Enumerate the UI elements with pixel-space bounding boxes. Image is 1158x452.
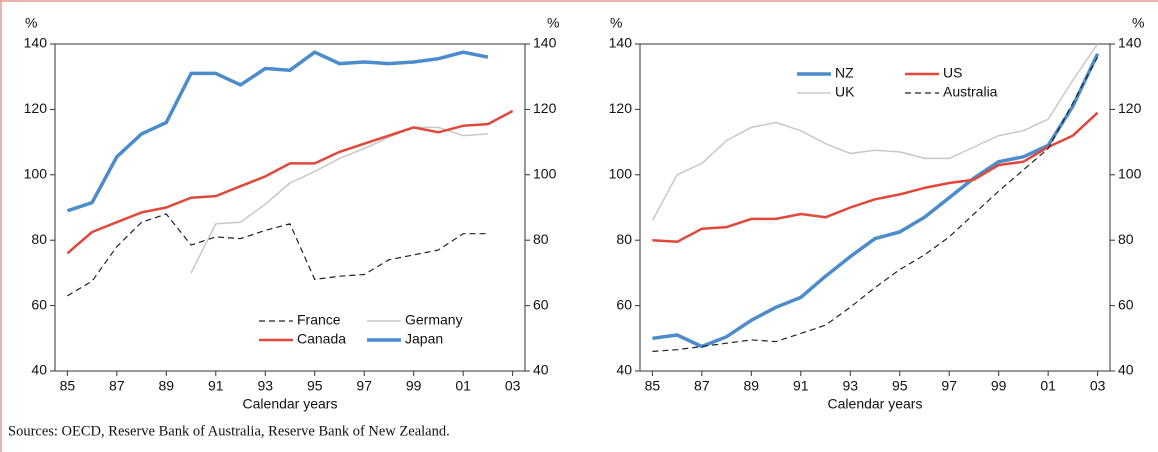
x-tick-label: 93	[257, 378, 273, 394]
x-tick-label: 85	[60, 378, 76, 394]
y-tick-label: 40	[31, 362, 47, 378]
x-axis-title: Calendar years	[828, 396, 923, 412]
x-tick-label: 85	[645, 378, 661, 394]
x-tick-label: 93	[842, 378, 858, 394]
y2-tick-label: 140	[1118, 35, 1142, 51]
plot-frame	[54, 43, 526, 372]
x-tick-label: 97	[356, 378, 372, 394]
y2-tick-label: 40	[533, 362, 549, 378]
x-tick-label: 01	[1040, 378, 1056, 394]
y-axis-unit: %	[610, 15, 622, 31]
y-tick-label: 40	[616, 362, 632, 378]
y2-tick-label: 80	[1118, 231, 1134, 247]
y-tick-label: 120	[24, 100, 48, 116]
y2-tick-label: 120	[1118, 100, 1142, 116]
series-line	[66, 50, 489, 213]
legend-label: Germany	[405, 312, 463, 328]
x-tick-label: 03	[1090, 378, 1106, 394]
y2-tick-label: 60	[533, 296, 549, 312]
x-tick-label: 99	[991, 378, 1007, 394]
x-axis-title: Calendar years	[243, 396, 338, 412]
x-tick-label: 03	[505, 378, 521, 394]
y2-tick-label: 100	[1118, 166, 1142, 182]
series-line	[190, 126, 488, 274]
series-line	[66, 109, 514, 255]
plot-frame	[639, 43, 1111, 372]
series-line	[652, 111, 1099, 244]
y-tick-label: 140	[24, 35, 48, 51]
legend-label: France	[297, 312, 341, 328]
legend-label: US	[943, 65, 962, 81]
x-tick-label: 87	[109, 378, 125, 394]
series-line	[652, 56, 1099, 352]
y-tick-label: 60	[616, 296, 632, 312]
x-tick-label: 95	[892, 378, 908, 394]
y-tick-label: 80	[616, 231, 632, 247]
y2-axis-unit: %	[1132, 15, 1144, 31]
y-tick-label: 100	[609, 166, 633, 182]
x-tick-label: 89	[744, 378, 760, 394]
x-tick-label: 01	[455, 378, 471, 394]
y2-tick-label: 40	[1118, 362, 1134, 378]
y-axis-unit: %	[25, 15, 37, 31]
legend-label: Australia	[943, 84, 998, 100]
x-tick-label: 89	[159, 378, 175, 394]
series-line	[651, 43, 1099, 221]
y-tick-label: 120	[609, 100, 633, 116]
x-tick-label: 97	[941, 378, 957, 394]
y-tick-label: 80	[31, 231, 47, 247]
legend-label: Japan	[405, 331, 443, 347]
legend-label: UK	[835, 84, 855, 100]
y2-tick-label: 100	[533, 166, 557, 182]
legend-label: Canada	[297, 331, 346, 347]
y2-tick-label: 60	[1118, 296, 1134, 312]
x-tick-label: 91	[208, 378, 224, 394]
series-line	[67, 213, 488, 297]
y2-tick-label: 80	[533, 231, 549, 247]
x-tick-label: 87	[694, 378, 710, 394]
source-note: Sources: OECD, Reserve Bank of Australia…	[8, 423, 450, 439]
y-tick-label: 100	[24, 166, 48, 182]
x-tick-label: 95	[307, 378, 323, 394]
series-line	[652, 53, 1100, 349]
y2-axis-unit: %	[547, 15, 559, 31]
x-tick-label: 91	[793, 378, 809, 394]
y2-tick-label: 120	[533, 100, 557, 116]
y-tick-label: 140	[609, 35, 633, 51]
y-tick-label: 60	[31, 296, 47, 312]
x-tick-label: 99	[406, 378, 422, 394]
legend-label: NZ	[835, 65, 854, 81]
y2-tick-label: 140	[533, 35, 557, 51]
